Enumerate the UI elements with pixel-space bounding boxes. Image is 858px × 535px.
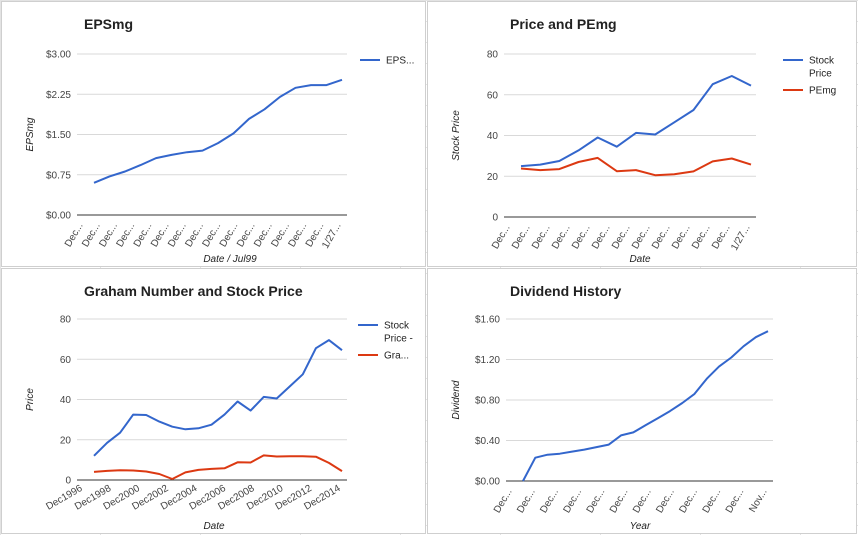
y-tick-label: $3.00 xyxy=(46,50,71,61)
x-tick-label: Dec... xyxy=(677,487,700,515)
x-tick-label: Dec... xyxy=(654,487,677,515)
x-axis-label: Date / Jul99 xyxy=(203,254,257,265)
y-tick-label: $0.80 xyxy=(475,396,500,407)
x-axis-label: Year xyxy=(630,521,651,532)
x-tick-label: Dec... xyxy=(515,487,538,515)
legend-entry[interactable]: EPS... xyxy=(386,56,414,67)
chart-svg: EPSmg$0.00$0.75$1.50$2.25$3.00Dec...Dec.… xyxy=(25,16,414,265)
y-tick-label: 60 xyxy=(60,355,72,366)
y-tick-label: 60 xyxy=(487,90,499,101)
y-tick-label: $1.50 xyxy=(46,130,71,141)
chart-title: Price and PEmg xyxy=(510,16,617,32)
y-tick-label: 20 xyxy=(60,435,72,446)
chart-svg: Dividend History $0.00 $0.40 $0.80 $1.20 $1.6… xyxy=(451,283,773,532)
chart-panel-epsmg[interactable]: EPSmg $0.00 $0.75 $1.50 $2.25 $3.00 Dec... Dec.… xyxy=(1,1,426,267)
y-tick-label: 80 xyxy=(487,50,499,61)
series-line-primary[interactable] xyxy=(93,339,343,457)
x-tick-label: Dec... xyxy=(530,223,553,251)
y-tick-label: 80 xyxy=(60,315,72,326)
x-tick-label: Dec... xyxy=(538,487,561,515)
y-tick-label: $1.60 xyxy=(475,315,500,326)
series-line-primary[interactable] xyxy=(520,75,752,168)
chart-title: EPSmg xyxy=(84,16,133,32)
series-line-secondary[interactable] xyxy=(93,454,343,480)
y-axis-label: Stock Price xyxy=(451,110,462,161)
series-line-primary[interactable] xyxy=(522,330,769,482)
chart-panel-dividend-history[interactable]: Dividend History $0.00 $0.40 $0.80 $1.20 $1.6… xyxy=(427,268,857,534)
y-axis-label: Dividend xyxy=(451,380,462,419)
y-tick-label: 0 xyxy=(65,476,71,487)
chart-title: Graham Number and Stock Price xyxy=(84,283,303,299)
y-tick-label: 40 xyxy=(60,395,72,406)
x-axis-label: Date xyxy=(629,254,651,265)
legend-entry[interactable]: Gra... xyxy=(384,351,409,362)
x-tick-label: Dec... xyxy=(650,223,673,251)
x-axis-label: Date xyxy=(203,521,225,532)
y-axis-label: Price xyxy=(25,388,36,411)
legend-entry[interactable]: PEmg xyxy=(809,86,836,97)
series-line-primary[interactable] xyxy=(93,78,343,184)
chart-panel-graham-number[interactable]: Graham Number and Stock Price 0 20 40 60 80 De… xyxy=(1,268,426,534)
x-tick-label: Dec... xyxy=(562,487,585,515)
x-tick-label: Dec... xyxy=(550,223,573,251)
x-tick-label: Dec... xyxy=(670,223,693,251)
x-tick-label: Dec... xyxy=(690,223,713,251)
chart-panel-price-pemg[interactable]: Price and PEmg 0 20 40 60 80 Dec... Dec... Dec..… xyxy=(427,1,857,267)
x-tick-label: Dec... xyxy=(570,223,593,251)
y-tick-label: 40 xyxy=(487,131,499,142)
y-tick-label: 20 xyxy=(487,172,499,183)
x-tick-label: Nov... xyxy=(747,487,769,514)
x-tick-label: Dec... xyxy=(630,223,653,251)
x-tick-label: Dec... xyxy=(724,487,747,515)
y-tick-label: 0 xyxy=(492,213,498,224)
x-tick-label: Dec... xyxy=(610,223,633,251)
series-line-secondary[interactable] xyxy=(520,156,752,177)
chart-title: Dividend History xyxy=(510,283,621,299)
legend-entry[interactable]: Stock Price - xyxy=(384,321,413,345)
y-tick-label: $2.25 xyxy=(46,90,71,101)
x-tick-label: Dec... xyxy=(608,487,631,515)
legend-entry[interactable]: Stock Price xyxy=(809,56,835,80)
y-tick-label: $0.75 xyxy=(46,170,71,181)
x-tick-label: Dec... xyxy=(510,223,533,251)
x-tick-label: Dec... xyxy=(701,487,724,515)
x-tick-label: Dec... xyxy=(585,487,608,515)
x-tick-label: Dec... xyxy=(490,223,513,251)
x-tick-label: Dec... xyxy=(631,487,654,515)
y-tick-label: $0.00 xyxy=(475,477,500,488)
y-tick-label: $0.00 xyxy=(46,211,71,222)
x-tick-label: Dec... xyxy=(590,223,613,251)
y-axis-label: EPSmg xyxy=(25,117,36,151)
y-tick-label: $0.40 xyxy=(475,436,500,447)
y-tick-label: $1.20 xyxy=(475,355,500,366)
x-tick-label: 1/27... xyxy=(729,223,752,253)
x-tick-label: Dec... xyxy=(492,487,515,515)
chart-svg: Graham Number and Stock Price020406080De… xyxy=(25,283,413,532)
chart-svg: Price and PEmg020406080Dec...Dec...Dec..… xyxy=(451,16,836,265)
